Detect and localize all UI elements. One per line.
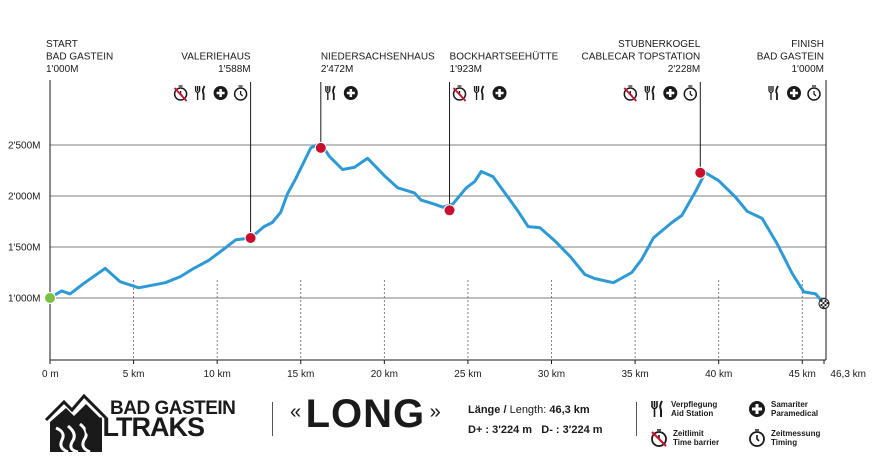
timing-icon bbox=[749, 429, 765, 447]
paramedical-icon bbox=[492, 86, 507, 100]
paramedical-icon bbox=[663, 86, 678, 100]
legend-aid: Verpflegung Aid Station bbox=[650, 400, 717, 418]
finish-flag-icon bbox=[818, 298, 830, 310]
x-tick-label: 25 km bbox=[454, 369, 481, 380]
elevation-profile-line bbox=[48, 141, 826, 306]
divider bbox=[636, 402, 637, 436]
checkpoint-dot bbox=[244, 232, 257, 245]
length-label-en: Length: bbox=[509, 404, 547, 416]
logo-text-line2: ULTRAKS bbox=[84, 412, 205, 442]
elevation-row: D+ : 3'224 m D- : 3'224 m bbox=[468, 420, 603, 440]
aid-station-icon bbox=[473, 85, 485, 100]
station-label: 1'588M bbox=[218, 64, 251, 75]
paramedical-icon bbox=[343, 86, 358, 100]
checkpoint-dots bbox=[44, 141, 830, 310]
station-label: BAD GASTEIN bbox=[757, 52, 824, 63]
quote-open: « bbox=[290, 401, 302, 423]
timing-icon bbox=[807, 85, 821, 101]
station-markers bbox=[250, 82, 701, 239]
legend: Verpflegung Aid Station Samariter Paramedi… bbox=[650, 398, 880, 458]
length-row: Länge / Length: 46,3 km bbox=[468, 400, 603, 420]
timing-icon bbox=[683, 85, 698, 101]
legend-aid-de: Verpflegung bbox=[671, 400, 718, 409]
length-value: 46,3 km bbox=[549, 404, 590, 416]
time-barrier-icon bbox=[651, 429, 667, 447]
legend-barrier-en: Time barrier bbox=[673, 438, 720, 447]
timing-icon bbox=[233, 85, 248, 101]
legend-timing-de: Zeitmessung bbox=[771, 429, 821, 438]
y-tick-label: 2'000M bbox=[8, 192, 41, 203]
paramedical-icon bbox=[749, 401, 765, 417]
length-label-de: Länge / bbox=[468, 404, 507, 416]
legend-timing-en: Timing bbox=[771, 438, 798, 447]
aid-station-icon bbox=[644, 85, 656, 100]
legend-timing: Zeitmessung Timing bbox=[748, 428, 820, 448]
station-label: FINISH bbox=[791, 39, 824, 50]
paramedical-icon bbox=[213, 86, 228, 100]
divider bbox=[272, 402, 273, 436]
station-label: 2'228M bbox=[668, 64, 701, 75]
race-title: LONG bbox=[305, 392, 426, 436]
legend-aid-en: Aid Station bbox=[671, 409, 714, 418]
station-label: BOCKHARTSEEHÜTTE bbox=[450, 51, 559, 63]
station-label: 1'923M bbox=[450, 64, 483, 75]
grid-lines bbox=[49, 80, 827, 361]
x-tick-label: 46,3 km bbox=[830, 369, 866, 380]
station-label: 1'000M bbox=[792, 64, 825, 75]
aid-station-icon bbox=[768, 85, 779, 100]
checkpoint-dot bbox=[314, 141, 327, 154]
station-label: CABLECAR TOPSTATION bbox=[582, 52, 701, 63]
logo-text-line1: BAD GASTEIN bbox=[110, 398, 236, 419]
y-tick-label: 2'500M bbox=[8, 141, 41, 152]
station-label: VALERIEHAUS bbox=[181, 52, 251, 63]
y-axis: 1'000M 1'500M 2'000M 2'500M bbox=[8, 141, 41, 305]
bad-gastein-ultraks-logo: BAD GASTEIN ULTRAKS bbox=[44, 392, 254, 458]
checkpoint-dot bbox=[443, 204, 456, 217]
paramedical-icon bbox=[787, 86, 801, 100]
station-label: 2'472M bbox=[321, 64, 354, 75]
mountain-logo-icon bbox=[44, 393, 108, 454]
x-tick-label: 40 km bbox=[705, 369, 732, 380]
x-tick-label: 0 m bbox=[42, 369, 59, 380]
y-tick-label: 1'000M bbox=[8, 294, 41, 305]
time-barrier-icon bbox=[173, 85, 188, 102]
legend-med-en: Paramedical bbox=[771, 409, 819, 418]
legend-barrier-de: Zeitlimit bbox=[673, 429, 704, 438]
x-tick-label: 5 km bbox=[123, 369, 145, 380]
dminus-value: 3'224 m bbox=[562, 424, 603, 436]
dplus-label: D+ : bbox=[468, 424, 490, 436]
x-axis: 0 m 5 km 10 km 15 km 20 km 25 km 30 km 35 km 40 … bbox=[42, 360, 866, 380]
dminus-label: D- : bbox=[541, 424, 560, 436]
x-tick-label: 35 km bbox=[621, 369, 648, 380]
station-label: BAD GASTEIN bbox=[46, 52, 113, 63]
legend-time-barrier: Zeitlimit Time barrier bbox=[650, 428, 719, 448]
station-label: NIEDERSACHSENHAUS bbox=[321, 52, 435, 63]
dplus-value: 3'224 m bbox=[492, 424, 533, 436]
footer: BAD GASTEIN ULTRAKS « LONG » Länge / Len… bbox=[0, 392, 886, 474]
station-label: STUBNERKOGEL bbox=[618, 39, 701, 50]
station-label: START bbox=[46, 39, 78, 50]
checkpoint-dot bbox=[694, 166, 707, 179]
quote-close: » bbox=[429, 401, 441, 423]
time-barrier-icon bbox=[452, 85, 467, 102]
y-tick-label: 1'500M bbox=[8, 243, 41, 254]
legend-paramedical: Samariter Paramedical bbox=[748, 400, 818, 418]
aid-station-icon bbox=[325, 85, 336, 100]
aid-station-icon bbox=[194, 85, 206, 100]
legend-med-de: Samariter bbox=[771, 400, 808, 409]
race-name: « LONG » bbox=[290, 392, 441, 437]
aid-station-icon bbox=[651, 400, 663, 417]
time-barrier-icon bbox=[623, 85, 638, 102]
x-tick-label: 45 km bbox=[789, 369, 816, 380]
x-tick-label: 20 km bbox=[371, 369, 398, 380]
x-tick-label: 30 km bbox=[538, 369, 565, 380]
race-stats: Länge / Length: 46,3 km D+ : 3'224 m D- … bbox=[468, 400, 603, 440]
station-label: 1'000M bbox=[46, 64, 79, 75]
station-icons bbox=[173, 85, 821, 102]
x-tick-label: 15 km bbox=[287, 369, 314, 380]
start-dot bbox=[44, 292, 56, 304]
x-tick-label: 10 km bbox=[204, 369, 231, 380]
